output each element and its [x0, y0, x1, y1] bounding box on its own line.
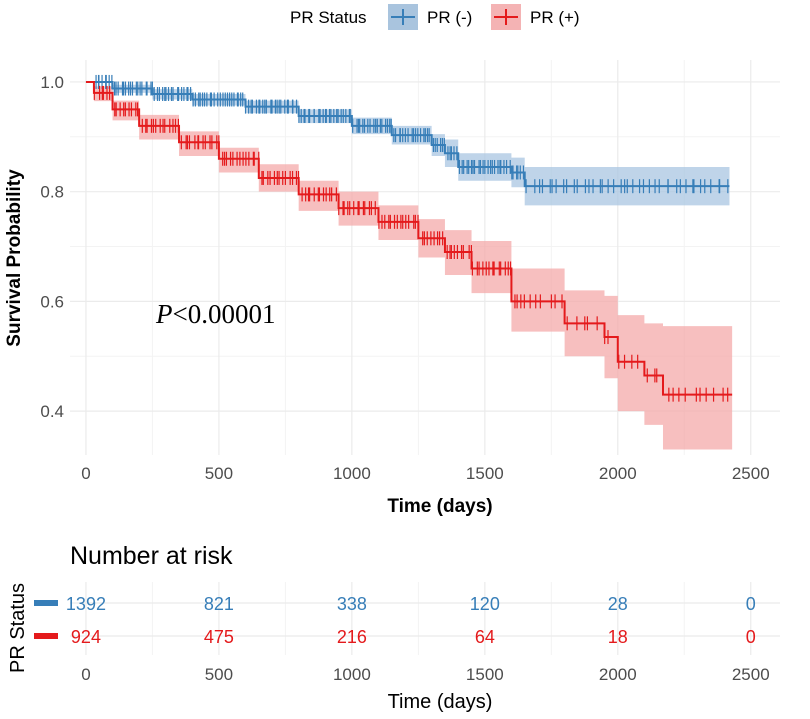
risk-value: 18: [608, 627, 628, 647]
risk-x-tick-label: 1500: [466, 665, 504, 684]
risk-value: 0: [746, 594, 756, 614]
risk-value: 338: [337, 594, 367, 614]
legend-label-pr-neg: PR (-): [427, 8, 472, 27]
x-tick-label: 1000: [333, 464, 371, 483]
p-value: P<0.00001: [155, 299, 275, 329]
x-tick-label: 0: [81, 464, 90, 483]
y-tick-label: 0.6: [40, 292, 64, 311]
ci-band-pr-pos: [85, 81, 733, 450]
x-tick-label: 1500: [466, 464, 504, 483]
y-tick-labels: 0.4 0.6 0.8 1.0: [40, 73, 64, 421]
risk-table-title: Number at risk: [70, 542, 233, 570]
risk-table-x-title: Time (days): [388, 691, 493, 713]
risk-value: 120: [470, 594, 500, 614]
risk-value: 821: [204, 594, 234, 614]
risk-x-tick-label: 0: [81, 665, 90, 684]
risk-x-tick-label: 500: [205, 665, 233, 684]
censor-marks: [93, 74, 729, 402]
x-tick-labels: 0 500 1000 1500 2000 2500: [81, 464, 769, 483]
legend-label-pr-pos: PR (+): [530, 8, 580, 27]
risk-value: 475: [204, 627, 234, 647]
x-tick-label: 2000: [599, 464, 637, 483]
risk-value: 924: [71, 627, 101, 647]
ci-band-pr-neg: [85, 81, 730, 206]
risk-table-values: 1392 821 338 120 28 0 924 475 216 64 18 0: [66, 594, 756, 647]
risk-value: 0: [746, 627, 756, 647]
p-value-prefix: P: [155, 299, 173, 329]
risk-key-pr-neg: [34, 600, 58, 606]
risk-value: 28: [608, 594, 628, 614]
risk-table-grid: [70, 582, 780, 655]
risk-table-x-ticks: 0 500 1000 1500 2000 2500: [81, 665, 769, 684]
y-tick-label: 1.0: [40, 73, 64, 92]
risk-table-keys: [34, 600, 58, 639]
legend-title: PR Status: [290, 8, 367, 27]
legend: PR Status PR (-) PR (+): [290, 4, 580, 30]
risk-value: 64: [475, 627, 495, 647]
confidence-bands: [85, 81, 733, 450]
risk-table-y-title: PR Status: [7, 583, 29, 673]
y-tick-label: 0.8: [40, 183, 64, 202]
risk-x-tick-label: 1000: [333, 665, 371, 684]
risk-value: 216: [337, 627, 367, 647]
x-tick-label: 2500: [732, 464, 770, 483]
risk-value: 1392: [66, 594, 106, 614]
x-tick-label: 500: [205, 464, 233, 483]
y-axis-title: Survival Probability: [4, 169, 25, 347]
risk-key-pr-pos: [34, 633, 58, 639]
x-axis-title: Time (days): [387, 496, 492, 517]
p-value-text: <0.00001: [173, 299, 276, 329]
risk-x-tick-label: 2500: [732, 665, 770, 684]
risk-x-tick-label: 2000: [599, 665, 637, 684]
y-tick-label: 0.4: [40, 402, 64, 421]
